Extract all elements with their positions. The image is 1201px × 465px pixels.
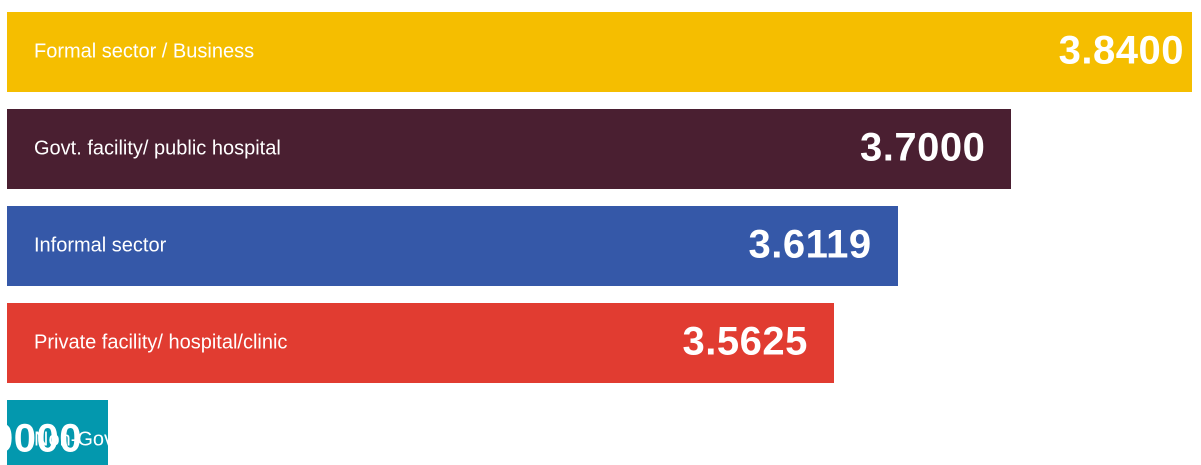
bar-value-label: 3.7000: [859, 125, 986, 170]
bar-label: Formal sector / Business: [34, 40, 255, 63]
bar-label: Govt. facility/ public hospital: [34, 137, 281, 160]
bar-label: Non-Govt. Non-profit facility/Charity: [34, 428, 349, 451]
bar-2: Govt. facility/ public hospital 3.7000: [7, 109, 1012, 189]
bar-value-label: 3.8400: [1058, 28, 1184, 73]
bar-label: Informal sector: [34, 234, 167, 257]
bar-label: Private facility/ hospital/clinic: [34, 331, 288, 354]
bar-4: Private facility/ hospital/clinic 3.5625: [7, 303, 834, 383]
bar-1: Formal sector / Business 3.8400: [7, 12, 1192, 92]
bar-5: Non-Govt. Non-profit facility/Charity3.0…: [0, 400, 349, 465]
bar-3: Informal sector 3.6119: [7, 206, 898, 286]
bar-value-label: 3.0000: [0, 416, 82, 461]
bar-value-label: 3.6119: [748, 222, 872, 267]
bar-value-label: 3.5625: [682, 319, 808, 364]
